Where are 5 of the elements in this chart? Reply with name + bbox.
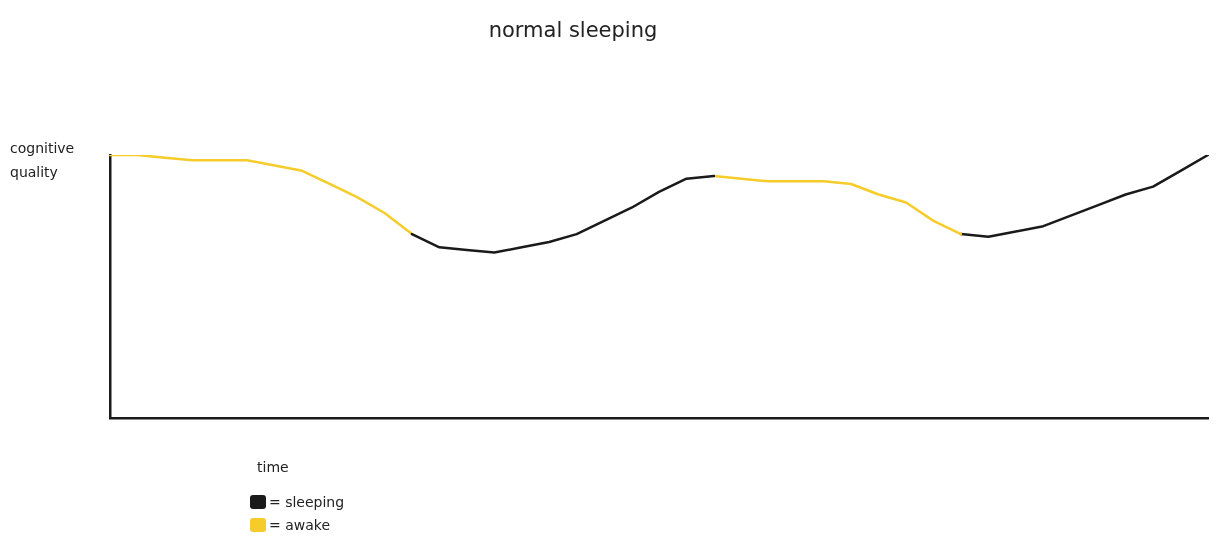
legend-label: = awake: [269, 517, 331, 533]
y-axis-title: cognitive quality: [10, 139, 76, 182]
chart-title: normal sleeping: [487, 18, 659, 42]
x-axis-title: time: [257, 459, 289, 475]
legend-label: = sleeping: [269, 494, 345, 510]
